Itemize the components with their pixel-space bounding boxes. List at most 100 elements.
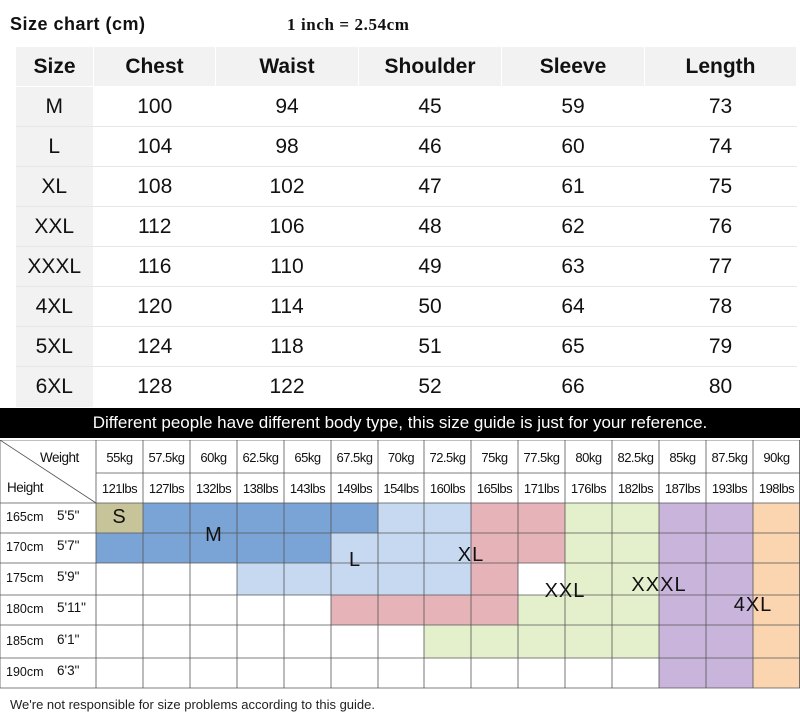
table-row: XXL 112 106 48 62 76 — [15, 206, 797, 247]
table-cell: 63 — [501, 246, 645, 287]
table-cell: 122 — [269, 374, 305, 398]
weight-kg-label: 70kg — [387, 450, 415, 465]
weight-kg-label: 67.5kg — [336, 450, 373, 465]
table-cell: 120 — [93, 286, 216, 327]
table-row: L 104 98 46 60 74 — [15, 126, 797, 167]
column-header-sleeve: Sleeve — [501, 46, 645, 87]
reference-banner: Different people have different body typ… — [0, 408, 800, 438]
weight-kg-label: 72.5kg — [429, 450, 466, 465]
size-table-header-row: Size Chest Waist Shoulder Sleeve Length — [15, 46, 797, 87]
size-zone-m — [143, 503, 378, 533]
weight-kg-label: 60kg — [200, 450, 227, 465]
table-cell: 59 — [501, 86, 645, 127]
table-cell: 112 — [93, 206, 216, 247]
column-header-chest: Chest — [93, 46, 216, 87]
weight-lbs-label: 132lbs — [195, 481, 232, 496]
table-cell: 114 — [215, 286, 359, 327]
table-cell: 46 — [358, 126, 502, 167]
size-zone-label-xl: XL — [457, 544, 485, 566]
disclaimer-footer: We're not responsible for size problems … — [10, 697, 375, 712]
table-cell: XL — [15, 166, 94, 207]
table-cell: 50 — [358, 286, 502, 327]
table-cell: 65 — [501, 326, 645, 367]
table-row: 4XL 120 114 50 64 78 — [15, 286, 797, 327]
size-guide-grid: Weight Height 55kg 121lbs 57.5kg 127lbs 60kg 13… — [0, 440, 800, 690]
size-zone-m — [96, 533, 331, 563]
weight-kg-label: 55kg — [106, 450, 133, 465]
table-cell: M — [15, 86, 94, 127]
size-zone-l — [378, 503, 471, 533]
height-header-label: Height — [7, 480, 44, 495]
table-cell: 75 — [644, 166, 797, 207]
table-cell: 73 — [644, 86, 797, 127]
height-ft-label: 5'11" — [57, 600, 86, 615]
size-zone-label-4xl: 4XL — [733, 594, 773, 616]
height-cm-label: 185cm — [6, 633, 44, 648]
weight-lbs-label: 160lbs — [429, 481, 466, 496]
grid-lines — [0, 440, 800, 689]
size-zone-s — [96, 503, 143, 533]
table-cell: 5XL — [15, 326, 94, 367]
table-cell: L — [15, 126, 94, 167]
table-cell: 118 — [215, 326, 359, 367]
table-cell: 80 — [708, 374, 733, 398]
table-cell: 49 — [358, 246, 502, 287]
weight-kg-label: 82.5kg — [617, 450, 654, 465]
weight-lbs-label: 154lbs — [383, 481, 419, 496]
weight-header-label: Weight — [40, 450, 79, 465]
size-zone-label-l: L — [348, 549, 362, 571]
height-ft-label: 6'3" — [57, 663, 80, 678]
table-cell: 74 — [644, 126, 797, 167]
table-cell: 51 — [358, 326, 502, 367]
weight-lbs-label: 121lbs — [101, 481, 138, 496]
table-cell: 94 — [215, 86, 359, 127]
height-cm-label: 190cm — [6, 665, 44, 679]
size-zone-l — [237, 563, 471, 595]
weight-lbs-label: 149lbs — [336, 481, 373, 496]
table-cell: 61 — [501, 166, 645, 207]
table-cell: 47 — [358, 166, 502, 207]
table-row: M 100 94 45 59 73 — [15, 86, 797, 127]
size-zone-l — [331, 533, 471, 563]
inch-conversion-note: 1 inch = 2.54cm — [287, 15, 410, 34]
size-zone-label-s: S — [112, 506, 127, 528]
size-zone-label-xxl: XXL — [544, 580, 586, 602]
table-row: XXXL 116 110 49 63 77 — [15, 246, 797, 287]
table-cell: 66 — [561, 374, 585, 398]
weight-kg-label: 62.5kg — [242, 450, 279, 465]
height-ft-label: 5'9" — [57, 569, 80, 584]
size-zone-xl — [331, 595, 518, 625]
table-cell: 48 — [358, 206, 502, 247]
height-ft-label: 5'7" — [57, 538, 80, 553]
table-cell: 79 — [644, 326, 797, 367]
table-cell: 4XL — [15, 286, 94, 327]
weight-kg-label: 75kg — [481, 450, 508, 465]
table-cell: 77 — [644, 246, 797, 287]
weight-kg-label: 77.5kg — [523, 450, 560, 465]
weight-lbs-label: 182lbs — [617, 481, 654, 496]
weight-kg-label: 57.5kg — [148, 450, 185, 465]
size-zone-4xl — [753, 503, 800, 688]
table-cell: 76 — [644, 206, 797, 247]
weight-kg-label: 80kg — [575, 450, 602, 465]
table-cell: 64 — [501, 286, 645, 327]
table-cell: XXXL — [15, 246, 94, 287]
column-header-length: Length — [644, 46, 797, 87]
height-cm-label: 180cm — [6, 602, 44, 616]
column-header-waist: Waist — [215, 46, 359, 87]
table-cell: XXL — [15, 206, 94, 247]
weight-kg-label: 90kg — [763, 450, 790, 465]
table-cell: 102 — [215, 166, 359, 207]
table-cell: 100 — [93, 86, 216, 127]
page-title: Size chart (cm) — [10, 14, 146, 34]
size-zone-label-xxxl: XXXL — [631, 574, 687, 596]
height-cm-label: 165cm — [6, 510, 44, 524]
table-cell: 104 — [93, 126, 216, 167]
table-cell: 128 — [137, 374, 173, 398]
header-diagonal — [0, 440, 97, 504]
column-header-shoulder: Shoulder — [358, 46, 502, 87]
weight-lbs-label: 193lbs — [711, 481, 748, 496]
table-row: 6XL 128 122 52 66 80 — [15, 366, 797, 407]
weight-lbs-label: 143lbs — [289, 481, 326, 496]
table-cell: 62 — [501, 206, 645, 247]
